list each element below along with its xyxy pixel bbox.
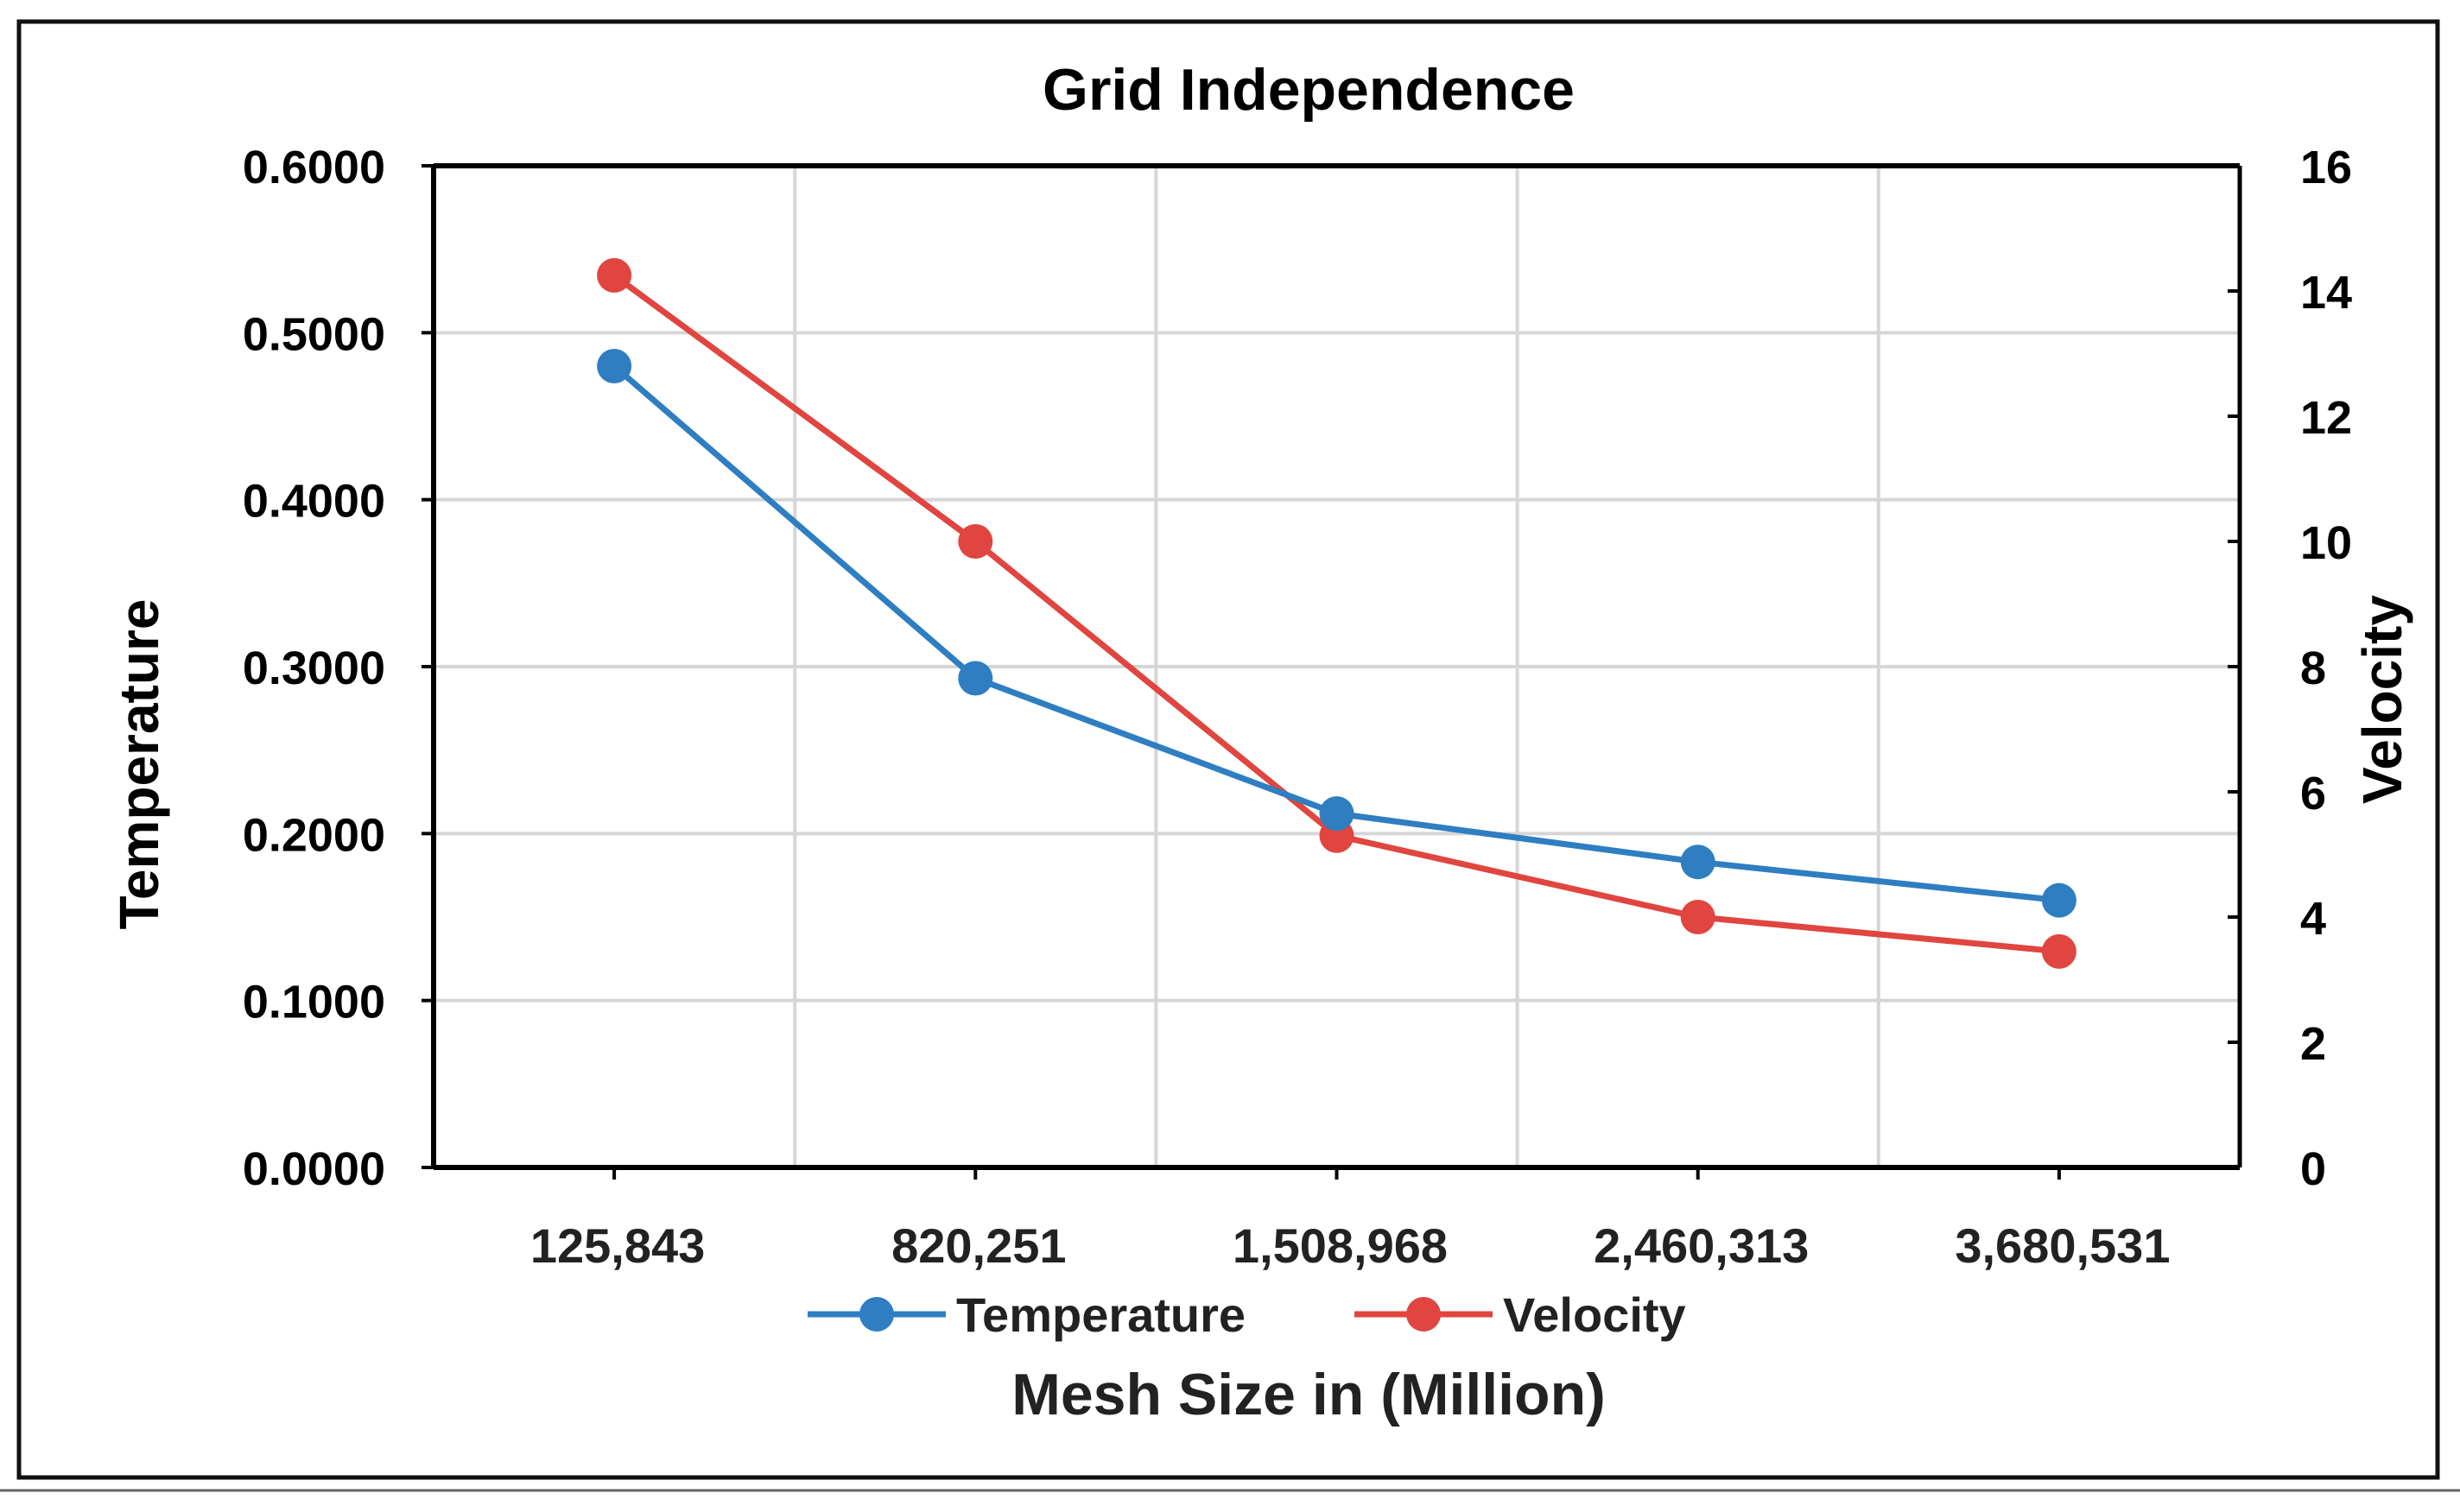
y2-tick-label: 8 xyxy=(2300,642,2326,694)
x-tick-label: 2,460,313 xyxy=(1594,1218,1809,1273)
data-point-temperature xyxy=(1680,845,1715,880)
y-tick-label: 0.6000 xyxy=(243,142,385,193)
chart-title: Grid Independence xyxy=(1043,57,1575,123)
x-axis-title: Mesh Size in (Million) xyxy=(1011,1362,1606,1427)
y-axis-title: Temperature xyxy=(108,599,170,930)
y2-tick-label: 0 xyxy=(2300,1143,2326,1195)
legend-marker-temperature xyxy=(859,1297,894,1332)
legend-marker-velocity xyxy=(1406,1297,1441,1332)
series xyxy=(597,257,2076,969)
grid-lines xyxy=(434,164,2240,1167)
x-tick-label: 125,843 xyxy=(530,1218,705,1273)
data-point-velocity xyxy=(958,524,993,559)
y-tick-label: 0.2000 xyxy=(243,809,385,861)
y2-tick-label: 4 xyxy=(2300,893,2326,945)
data-point-temperature xyxy=(2041,883,2076,918)
y2-tick-label: 16 xyxy=(2300,142,2352,193)
data-point-velocity xyxy=(2041,933,2076,969)
y-tick-label: 0.5000 xyxy=(243,308,385,360)
x-tick-label: 820,251 xyxy=(891,1218,1066,1273)
data-point-temperature xyxy=(1319,796,1354,832)
y2-tick-label: 14 xyxy=(2300,267,2352,319)
x-tick-label: 3,680,531 xyxy=(1955,1218,2170,1273)
axes: 0.0000 0.1000 0.2000 0.3000 0.4000 0.5000 0.60… xyxy=(243,142,2352,1273)
y-tick-label: 0.4000 xyxy=(243,476,385,528)
y-tick-label: 0.0000 xyxy=(243,1143,385,1195)
legend: Temperature Velocity xyxy=(808,1287,1686,1342)
data-point-velocity xyxy=(1680,900,1715,934)
y2-tick-label: 6 xyxy=(2300,768,2326,819)
chart-frame xyxy=(16,19,2440,1480)
data-point-velocity xyxy=(597,257,632,293)
legend-label-temperature: Temperature xyxy=(956,1287,1246,1342)
legend-label-velocity: Velocity xyxy=(1503,1287,1686,1342)
y2-tick-label: 12 xyxy=(2300,392,2352,444)
y2-tick-label: 2 xyxy=(2300,1018,2326,1070)
y-tick-label: 0.3000 xyxy=(243,642,385,694)
y-tick-label: 0.1000 xyxy=(243,977,385,1028)
x-tick-label: 1,508,968 xyxy=(1233,1218,1448,1273)
y2-tick-label: 10 xyxy=(2300,517,2352,569)
data-point-temperature xyxy=(958,661,993,696)
data-point-temperature xyxy=(597,349,632,383)
y2-axis-title: Velocity xyxy=(2351,595,2413,804)
